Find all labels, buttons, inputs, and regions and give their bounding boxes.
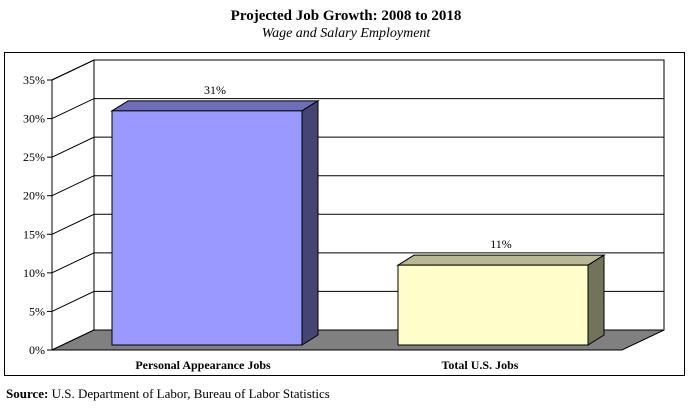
chart-title: Projected Job Growth: 2008 to 2018 — [230, 8, 462, 24]
y-tick-label: 20% — [23, 189, 45, 203]
y-tick-label: 15% — [23, 227, 45, 241]
chart-frame — [4, 52, 685, 376]
y-tick-label: 5% — [29, 304, 45, 318]
bar — [111, 110, 303, 346]
bar-side — [587, 254, 605, 346]
gridline — [51, 59, 664, 81]
side-wall — [51, 59, 95, 351]
gridline — [51, 213, 664, 235]
x-axis: Personal Appearance Jobs Total U.S. Jobs — [135, 358, 518, 372]
data-label: 11% — [490, 237, 512, 251]
y-tick-label: 30% — [23, 112, 45, 126]
gridline — [51, 175, 664, 197]
y-tick-label: 35% — [23, 73, 45, 87]
bar-side — [301, 99, 319, 346]
bar — [397, 264, 589, 346]
x-tick-label: Total U.S. Jobs — [442, 358, 519, 372]
y-axis: 0% 5% 10% 15% 20% 25% 30% 35% — [23, 73, 53, 357]
bar-top — [110, 100, 320, 112]
y-tick-label: 10% — [23, 266, 45, 280]
bar-top — [396, 254, 606, 266]
source-label: Source: — [6, 386, 49, 401]
bars — [110, 99, 606, 346]
x-tick-label: Personal Appearance Jobs — [135, 358, 271, 372]
gridline — [51, 252, 664, 274]
chart-subtitle: Wage and Salary Employment — [261, 26, 431, 41]
source-note: Source: U.S. Department of Labor, Bureau… — [6, 386, 330, 402]
gridline — [51, 136, 664, 158]
data-labels: 31% 11% — [204, 83, 512, 251]
y-tick-label: 25% — [23, 150, 45, 164]
source-text: U.S. Department of Labor, Bureau of Labo… — [48, 386, 330, 401]
gridline — [51, 98, 664, 120]
y-tick-label: 0% — [29, 343, 45, 357]
data-label: 31% — [204, 83, 226, 97]
